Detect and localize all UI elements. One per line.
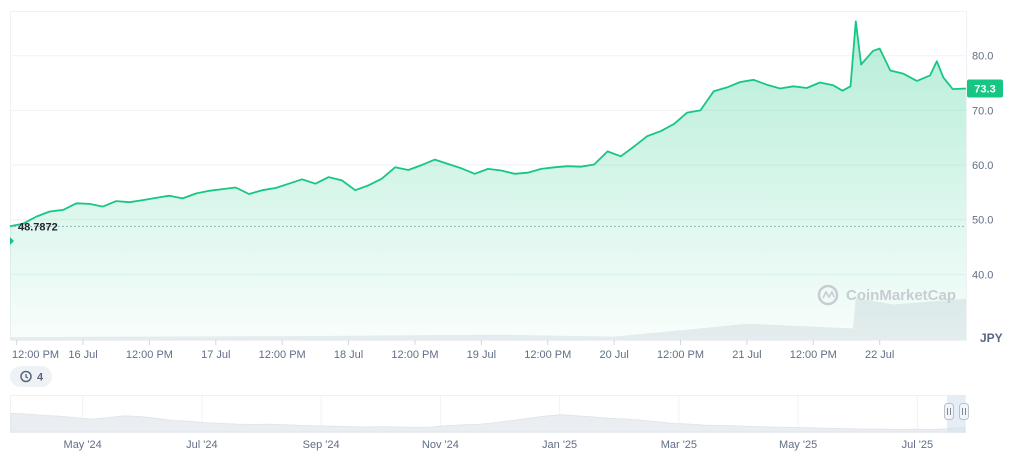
navigator-handle-right[interactable] — [959, 403, 969, 420]
x-tick-label: 17 Jul — [201, 349, 230, 361]
coinmarketcap-logo-icon — [817, 284, 839, 306]
price-area — [10, 21, 966, 341]
navigator-area — [10, 412, 966, 433]
x-tick-label: 16 Jul — [68, 349, 97, 361]
x-tick-label: 12:00 PM — [391, 349, 438, 361]
svg-text:73.3: 73.3 — [974, 84, 995, 96]
svg-text:4: 4 — [37, 372, 44, 384]
x-tick-label: 12:00 PM — [12, 349, 59, 361]
y-axis: 80.0 70.0 60.0 50.0 40.0 — [972, 51, 993, 282]
currency-label: JPY — [980, 331, 1003, 345]
x-tick-label: 19 Jul — [467, 349, 496, 361]
navigator-handle-left[interactable] — [944, 403, 954, 420]
x-tick-label: 12:00 PM — [657, 349, 704, 361]
y-tick-label: 50.0 — [972, 215, 993, 227]
price-line — [9, 20, 967, 228]
x-tick-label: 12:00 PM — [524, 349, 571, 361]
baseline-label: 48.7872 — [18, 221, 58, 233]
x-tick-label: 12:00 PM — [259, 349, 306, 361]
plot-frame — [10, 11, 967, 341]
navigator-x-tick-label: Mar '25 — [661, 439, 697, 451]
x-tick-label: 22 Jul — [865, 349, 894, 361]
x-tick-label: 12:00 PM — [126, 349, 173, 361]
y-tick-label: 80.0 — [972, 51, 993, 63]
history-clock-icon — [20, 370, 32, 383]
x-tick-label: 20 Jul — [599, 349, 628, 361]
navigator-x-tick-label: May '25 — [779, 439, 817, 451]
x-axis: 12:00 PM 16 Jul 12:00 PM 17 Jul 12:00 PM 18 J… — [12, 340, 894, 361]
x-tick-label: 21 Jul — [732, 349, 761, 361]
navigator-x-tick-label: Jan '25 — [542, 439, 577, 451]
x-tick-label: 18 Jul — [334, 349, 363, 361]
navigator-x-tick-label: Jul '25 — [902, 439, 933, 451]
y-tick-label: 40.0 — [972, 269, 993, 281]
y-tick-label: 70.0 — [972, 105, 993, 117]
navigator-x-tick-label: Sep '24 — [303, 439, 340, 451]
baseline-marker-icon — [10, 237, 14, 245]
history-badge[interactable]: 4 — [10, 366, 52, 387]
y-tick-label: 60.0 — [972, 160, 993, 172]
current-price-badge: 73.3 — [967, 79, 1003, 98]
navigator-x-tick-label: May '24 — [64, 439, 102, 451]
range-navigator[interactable] — [10, 395, 969, 433]
x-tick-label: 12:00 PM — [790, 349, 837, 361]
navigator-x-tick-label: Nov '24 — [422, 439, 459, 451]
coinmarketcap-watermark: CoinMarketCap — [817, 284, 956, 306]
navigator-x-axis: May '24 Jul '24 Sep '24 Nov '24 Jan '25 Mar '… — [64, 439, 934, 451]
svg-text:CoinMarketCap: CoinMarketCap — [846, 287, 956, 304]
navigator-x-tick-label: Jul '24 — [186, 439, 217, 451]
